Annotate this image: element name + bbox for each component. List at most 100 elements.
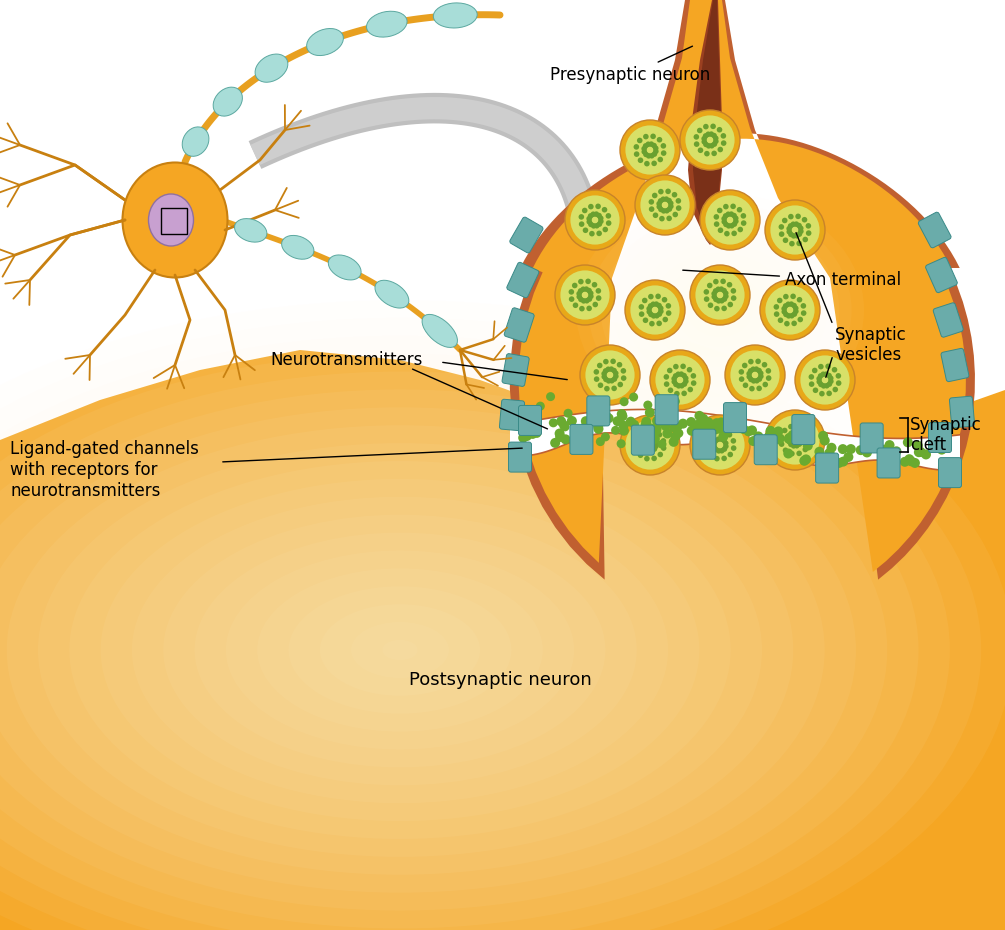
Circle shape xyxy=(653,417,663,427)
Circle shape xyxy=(643,401,652,409)
Ellipse shape xyxy=(0,372,887,928)
Circle shape xyxy=(656,201,662,206)
Circle shape xyxy=(795,423,801,429)
Circle shape xyxy=(701,136,707,141)
Circle shape xyxy=(877,453,887,463)
Circle shape xyxy=(725,345,785,405)
Circle shape xyxy=(617,409,627,419)
Circle shape xyxy=(741,213,746,219)
Circle shape xyxy=(733,216,739,221)
Circle shape xyxy=(663,196,669,202)
Circle shape xyxy=(659,216,664,221)
Circle shape xyxy=(788,424,794,430)
Circle shape xyxy=(651,426,661,435)
Circle shape xyxy=(723,290,729,296)
Circle shape xyxy=(643,143,648,149)
Circle shape xyxy=(879,445,889,455)
Circle shape xyxy=(651,152,657,157)
FancyBboxPatch shape xyxy=(519,405,542,435)
Circle shape xyxy=(697,148,703,153)
Circle shape xyxy=(668,204,673,209)
Circle shape xyxy=(648,199,654,205)
Circle shape xyxy=(717,207,723,213)
Circle shape xyxy=(582,207,588,213)
Circle shape xyxy=(586,306,592,312)
Circle shape xyxy=(806,440,811,445)
Circle shape xyxy=(719,286,725,292)
FancyBboxPatch shape xyxy=(510,217,543,253)
Circle shape xyxy=(686,417,696,427)
Circle shape xyxy=(838,457,848,467)
Circle shape xyxy=(704,418,714,427)
Circle shape xyxy=(584,286,589,292)
Text: Postsynaptic neuron: Postsynaptic neuron xyxy=(409,671,591,689)
Ellipse shape xyxy=(7,425,793,875)
Circle shape xyxy=(673,364,678,369)
Circle shape xyxy=(727,432,733,437)
Circle shape xyxy=(796,450,802,457)
Ellipse shape xyxy=(307,29,344,56)
Circle shape xyxy=(722,456,727,461)
Ellipse shape xyxy=(367,11,407,37)
Circle shape xyxy=(790,432,796,437)
Circle shape xyxy=(704,289,710,295)
Circle shape xyxy=(712,418,722,428)
Circle shape xyxy=(704,141,709,147)
Circle shape xyxy=(675,198,681,204)
Circle shape xyxy=(651,438,657,444)
Circle shape xyxy=(692,424,701,434)
Circle shape xyxy=(609,378,615,383)
Circle shape xyxy=(722,216,727,221)
Circle shape xyxy=(640,180,689,230)
Circle shape xyxy=(802,427,807,432)
Circle shape xyxy=(603,359,609,365)
Circle shape xyxy=(555,265,615,325)
Circle shape xyxy=(785,432,795,443)
Circle shape xyxy=(660,143,666,149)
Circle shape xyxy=(765,200,825,260)
Circle shape xyxy=(724,231,730,236)
Circle shape xyxy=(637,138,642,143)
Circle shape xyxy=(661,445,666,451)
Circle shape xyxy=(602,227,608,232)
Circle shape xyxy=(591,223,597,229)
Circle shape xyxy=(791,233,797,239)
FancyBboxPatch shape xyxy=(877,448,900,478)
Circle shape xyxy=(671,397,679,405)
Circle shape xyxy=(588,213,593,219)
Circle shape xyxy=(641,417,651,427)
Circle shape xyxy=(794,232,800,238)
FancyBboxPatch shape xyxy=(926,258,958,293)
Circle shape xyxy=(595,204,601,209)
Circle shape xyxy=(625,126,674,175)
Circle shape xyxy=(938,462,948,472)
Circle shape xyxy=(741,220,747,226)
Circle shape xyxy=(680,364,685,369)
Circle shape xyxy=(643,152,648,157)
Circle shape xyxy=(701,139,708,144)
Circle shape xyxy=(613,370,618,376)
Circle shape xyxy=(517,420,527,431)
Circle shape xyxy=(721,429,726,434)
Circle shape xyxy=(662,317,668,323)
Text: Presynaptic neuron: Presynaptic neuron xyxy=(550,46,711,84)
Circle shape xyxy=(648,312,653,317)
Circle shape xyxy=(665,303,671,309)
Ellipse shape xyxy=(0,336,950,930)
Circle shape xyxy=(722,438,727,444)
Circle shape xyxy=(533,429,542,438)
Circle shape xyxy=(634,152,639,157)
Circle shape xyxy=(565,190,625,250)
Circle shape xyxy=(700,424,711,433)
Circle shape xyxy=(590,211,596,217)
Circle shape xyxy=(707,432,713,438)
Circle shape xyxy=(611,367,617,374)
Circle shape xyxy=(599,417,608,426)
Circle shape xyxy=(662,416,672,426)
Circle shape xyxy=(704,446,710,452)
Ellipse shape xyxy=(281,235,314,259)
Circle shape xyxy=(617,362,622,367)
Circle shape xyxy=(719,432,729,442)
Circle shape xyxy=(747,425,757,435)
Circle shape xyxy=(571,195,620,245)
